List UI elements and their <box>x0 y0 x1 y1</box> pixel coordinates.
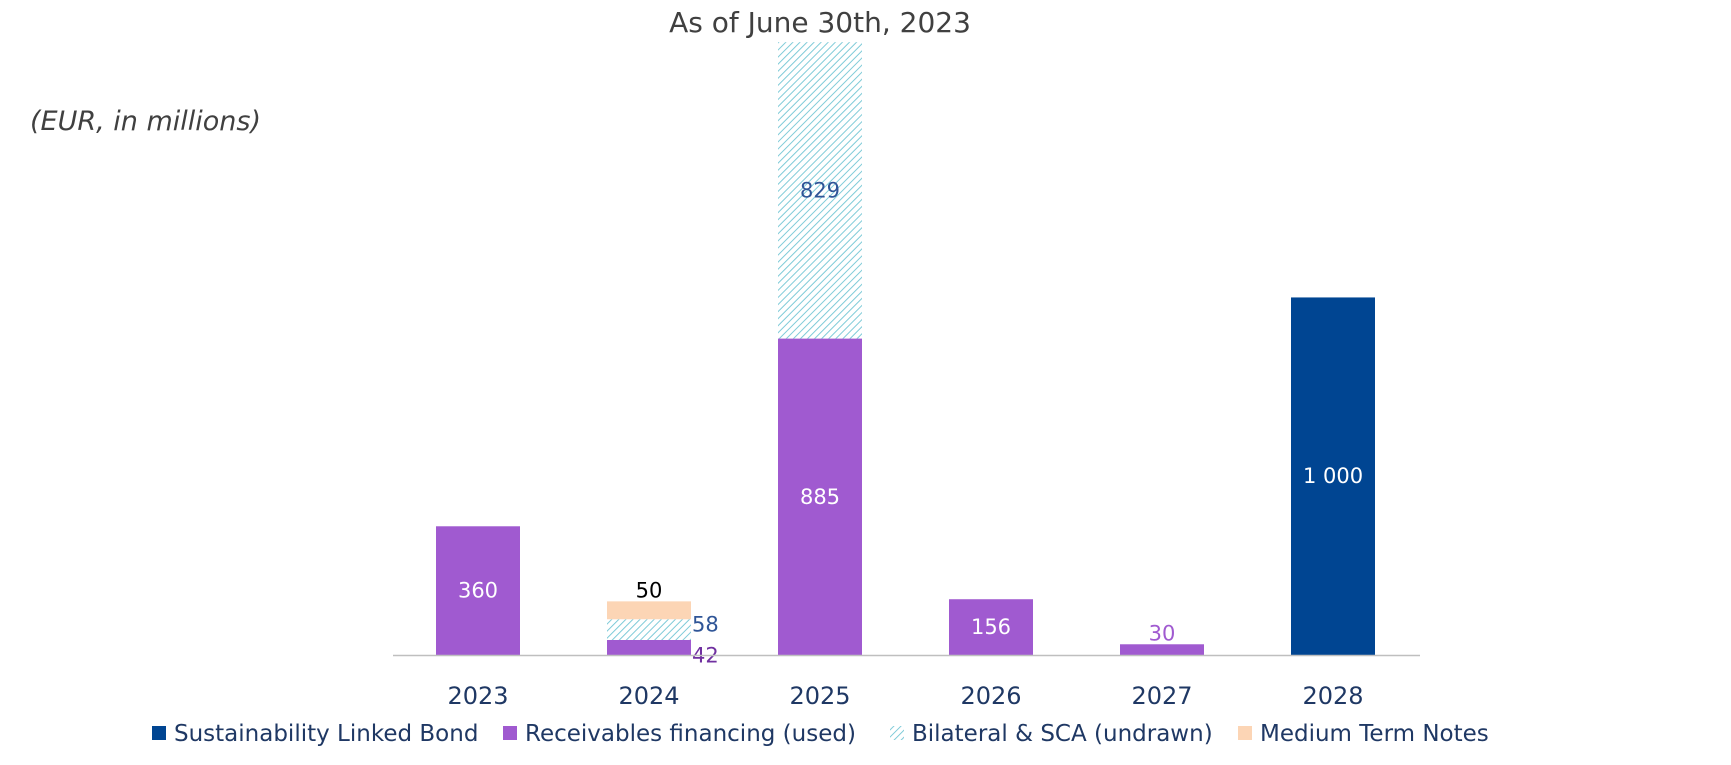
legend-item-0: Sustainability Linked Bond <box>152 721 478 747</box>
chart-title: As of June 30th, 2023 <box>669 6 971 39</box>
bar-2027-series-1 <box>1120 644 1204 655</box>
x-tick-label-2026: 2026 <box>960 682 1021 710</box>
legend: Sustainability Linked Bond Receivables fi… <box>152 721 1489 747</box>
bar-2025-series-1 <box>778 338 862 655</box>
legend-swatch-2 <box>890 726 904 740</box>
legend-swatch-3 <box>1238 726 1252 740</box>
legend-label-3: Medium Term Notes <box>1260 721 1489 747</box>
bar-2023-series-1 <box>436 526 520 655</box>
data-label-2024-series-2: 58 <box>692 613 719 637</box>
legend-label-1: Receivables financing (used) <box>525 721 856 747</box>
data-label-2028-series-0: 1 000 <box>1303 464 1363 488</box>
legend-label-0: Sustainability Linked Bond <box>174 721 478 747</box>
bar-2024-series-2 <box>607 619 691 640</box>
data-label-2027-series-1: 30 <box>1149 621 1176 645</box>
unit-label: (EUR, in millions) <box>30 106 262 137</box>
x-tick-label-2024: 2024 <box>618 682 679 710</box>
data-label-2025-series-1: 885 <box>800 485 840 509</box>
bar-2025-series-2 <box>778 42 862 339</box>
legend-item-2: Bilateral & SCA (undrawn) <box>890 721 1213 747</box>
legend-label-2: Bilateral & SCA (undrawn) <box>912 721 1213 747</box>
data-label-2024-series-3: 50 <box>636 578 663 602</box>
x-tick-label-2023: 2023 <box>447 682 508 710</box>
legend-item-3: Medium Term Notes <box>1238 721 1489 747</box>
x-tick-label-2028: 2028 <box>1302 682 1363 710</box>
data-label-2025-series-2: 829 <box>800 178 840 202</box>
x-axis: 2023 2024 2025 2026 2027 2028 <box>393 654 1420 710</box>
x-tick-label-2027: 2027 <box>1131 682 1192 710</box>
x-tick-label-2025: 2025 <box>789 682 850 710</box>
bar-2024-series-1 <box>607 639 691 655</box>
bar-2024-series-3 <box>607 601 691 620</box>
data-label-2026-series-1: 156 <box>971 615 1011 639</box>
bar-2028-series-0 <box>1291 297 1375 655</box>
legend-item-1: Receivables financing (used) <box>503 721 856 747</box>
bar-2026-series-1 <box>949 599 1033 655</box>
data-label-2023-series-1: 360 <box>458 579 498 603</box>
legend-swatch-1 <box>503 726 517 740</box>
bars-layer <box>436 42 1375 655</box>
legend-swatch-0 <box>152 726 166 740</box>
